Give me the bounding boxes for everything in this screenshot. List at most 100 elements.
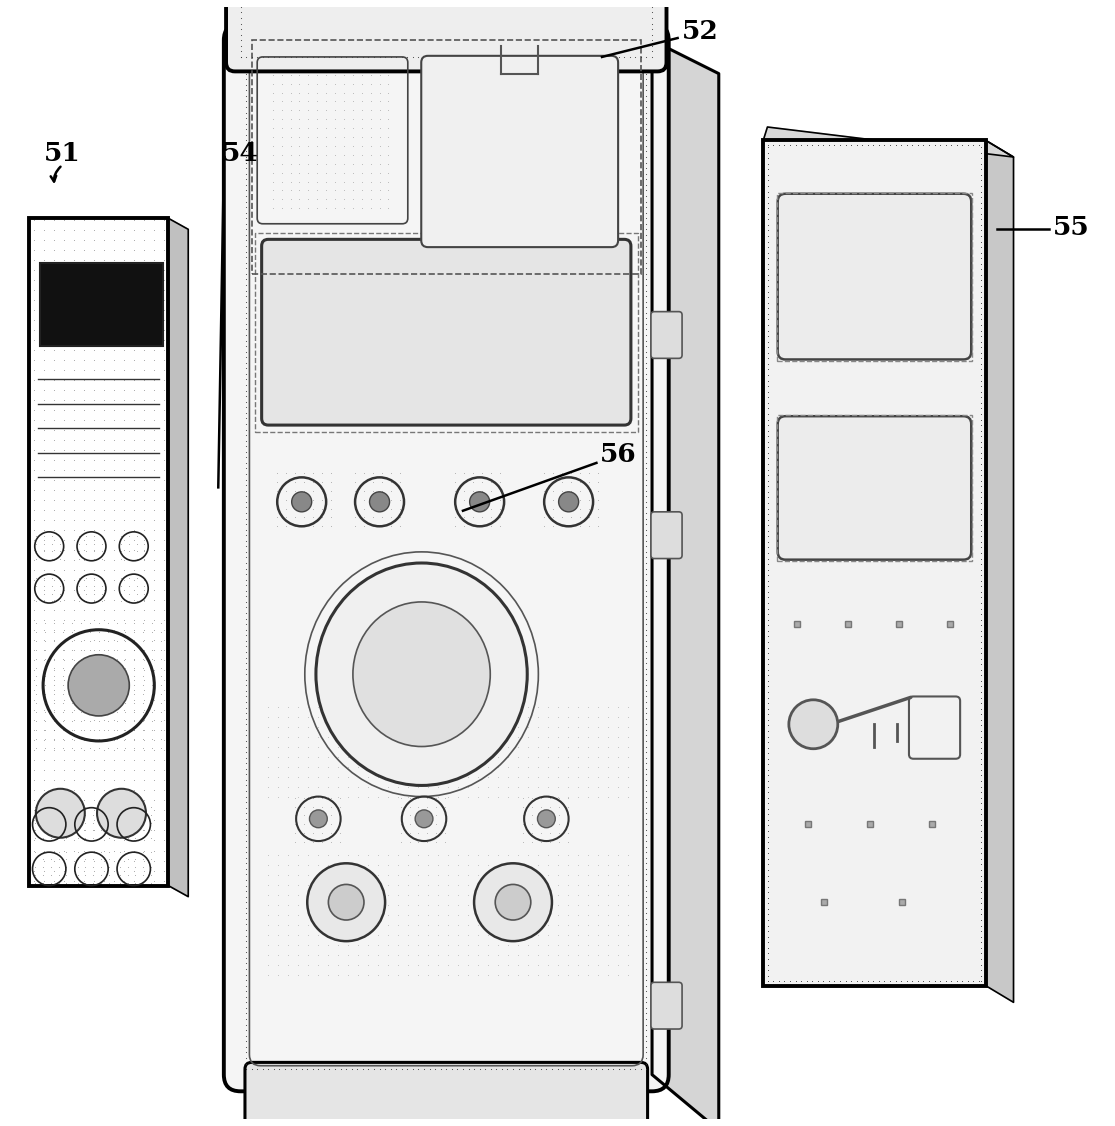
Point — [289, 758, 307, 776]
Point — [107, 739, 125, 757]
Point — [346, 517, 363, 535]
Point — [271, 48, 289, 66]
Point — [155, 701, 173, 720]
Point — [521, 1060, 539, 1078]
Point — [66, 241, 84, 259]
Point — [638, 543, 656, 561]
Point — [389, 698, 407, 716]
Point — [237, 777, 255, 795]
Point — [86, 561, 104, 579]
Point — [972, 506, 990, 524]
Point — [42, 858, 60, 876]
Point — [309, 758, 327, 776]
Point — [370, 83, 388, 101]
Point — [76, 831, 94, 849]
Point — [76, 282, 94, 300]
Point — [487, 37, 505, 55]
Point — [46, 521, 64, 539]
Point — [56, 282, 74, 300]
Point — [329, 738, 347, 756]
Point — [90, 641, 108, 659]
Point — [46, 622, 64, 640]
Point — [155, 581, 173, 599]
Point — [526, 37, 544, 55]
Point — [115, 441, 133, 459]
Point — [86, 543, 104, 561]
Point — [36, 822, 54, 840]
Point — [86, 291, 104, 309]
Point — [559, 886, 576, 904]
Point — [279, 778, 297, 796]
Point — [972, 894, 990, 912]
Point — [28, 659, 46, 677]
Point — [599, 768, 617, 786]
Point — [116, 694, 134, 712]
Point — [260, 1060, 278, 1078]
Point — [279, 856, 297, 874]
Point — [621, 48, 639, 66]
Point — [471, 37, 488, 55]
Point — [269, 846, 287, 864]
Point — [330, 797, 348, 815]
Point — [569, 778, 586, 796]
Point — [454, 48, 472, 66]
Point — [282, 1060, 300, 1078]
Point — [759, 578, 777, 596]
Point — [51, 584, 69, 602]
Point — [143, 641, 161, 659]
Point — [759, 610, 777, 628]
Point — [446, 517, 464, 535]
Point — [569, 856, 586, 874]
Point — [116, 730, 134, 748]
Point — [96, 241, 114, 259]
Point — [638, 354, 656, 372]
Point — [638, 682, 656, 700]
Point — [237, 1033, 255, 1051]
Point — [759, 154, 777, 172]
Point — [77, 798, 95, 816]
Point — [96, 321, 114, 339]
Point — [135, 452, 153, 470]
Point — [638, 304, 656, 322]
Point — [540, 906, 558, 924]
Point — [609, 729, 627, 747]
Point — [372, 509, 390, 527]
Point — [372, 517, 390, 535]
Point — [579, 698, 597, 716]
Point — [56, 581, 74, 599]
Point — [26, 391, 43, 409]
Point — [237, 48, 255, 66]
Point — [569, 768, 586, 786]
Point — [26, 581, 43, 599]
Point — [259, 856, 277, 874]
Point — [72, 730, 90, 748]
Point — [540, 778, 558, 796]
Point — [759, 444, 777, 462]
Point — [970, 972, 988, 990]
Point — [36, 671, 54, 689]
Point — [36, 732, 54, 750]
Point — [409, 778, 427, 796]
Point — [259, 866, 277, 884]
Point — [96, 231, 114, 249]
Point — [66, 341, 84, 359]
Point — [99, 650, 117, 668]
Point — [759, 905, 777, 923]
Point — [349, 698, 367, 716]
Point — [369, 778, 387, 796]
Point — [322, 797, 340, 815]
Point — [560, 37, 578, 55]
Point — [289, 956, 307, 974]
Point — [134, 874, 152, 892]
Point — [72, 623, 90, 641]
Point — [105, 741, 123, 759]
Point — [85, 850, 103, 868]
Point — [759, 650, 777, 668]
Point — [759, 421, 777, 439]
Point — [540, 917, 558, 935]
Point — [638, 232, 656, 250]
Point — [86, 311, 104, 329]
Point — [309, 906, 327, 924]
Point — [972, 149, 990, 167]
Point — [359, 48, 377, 66]
